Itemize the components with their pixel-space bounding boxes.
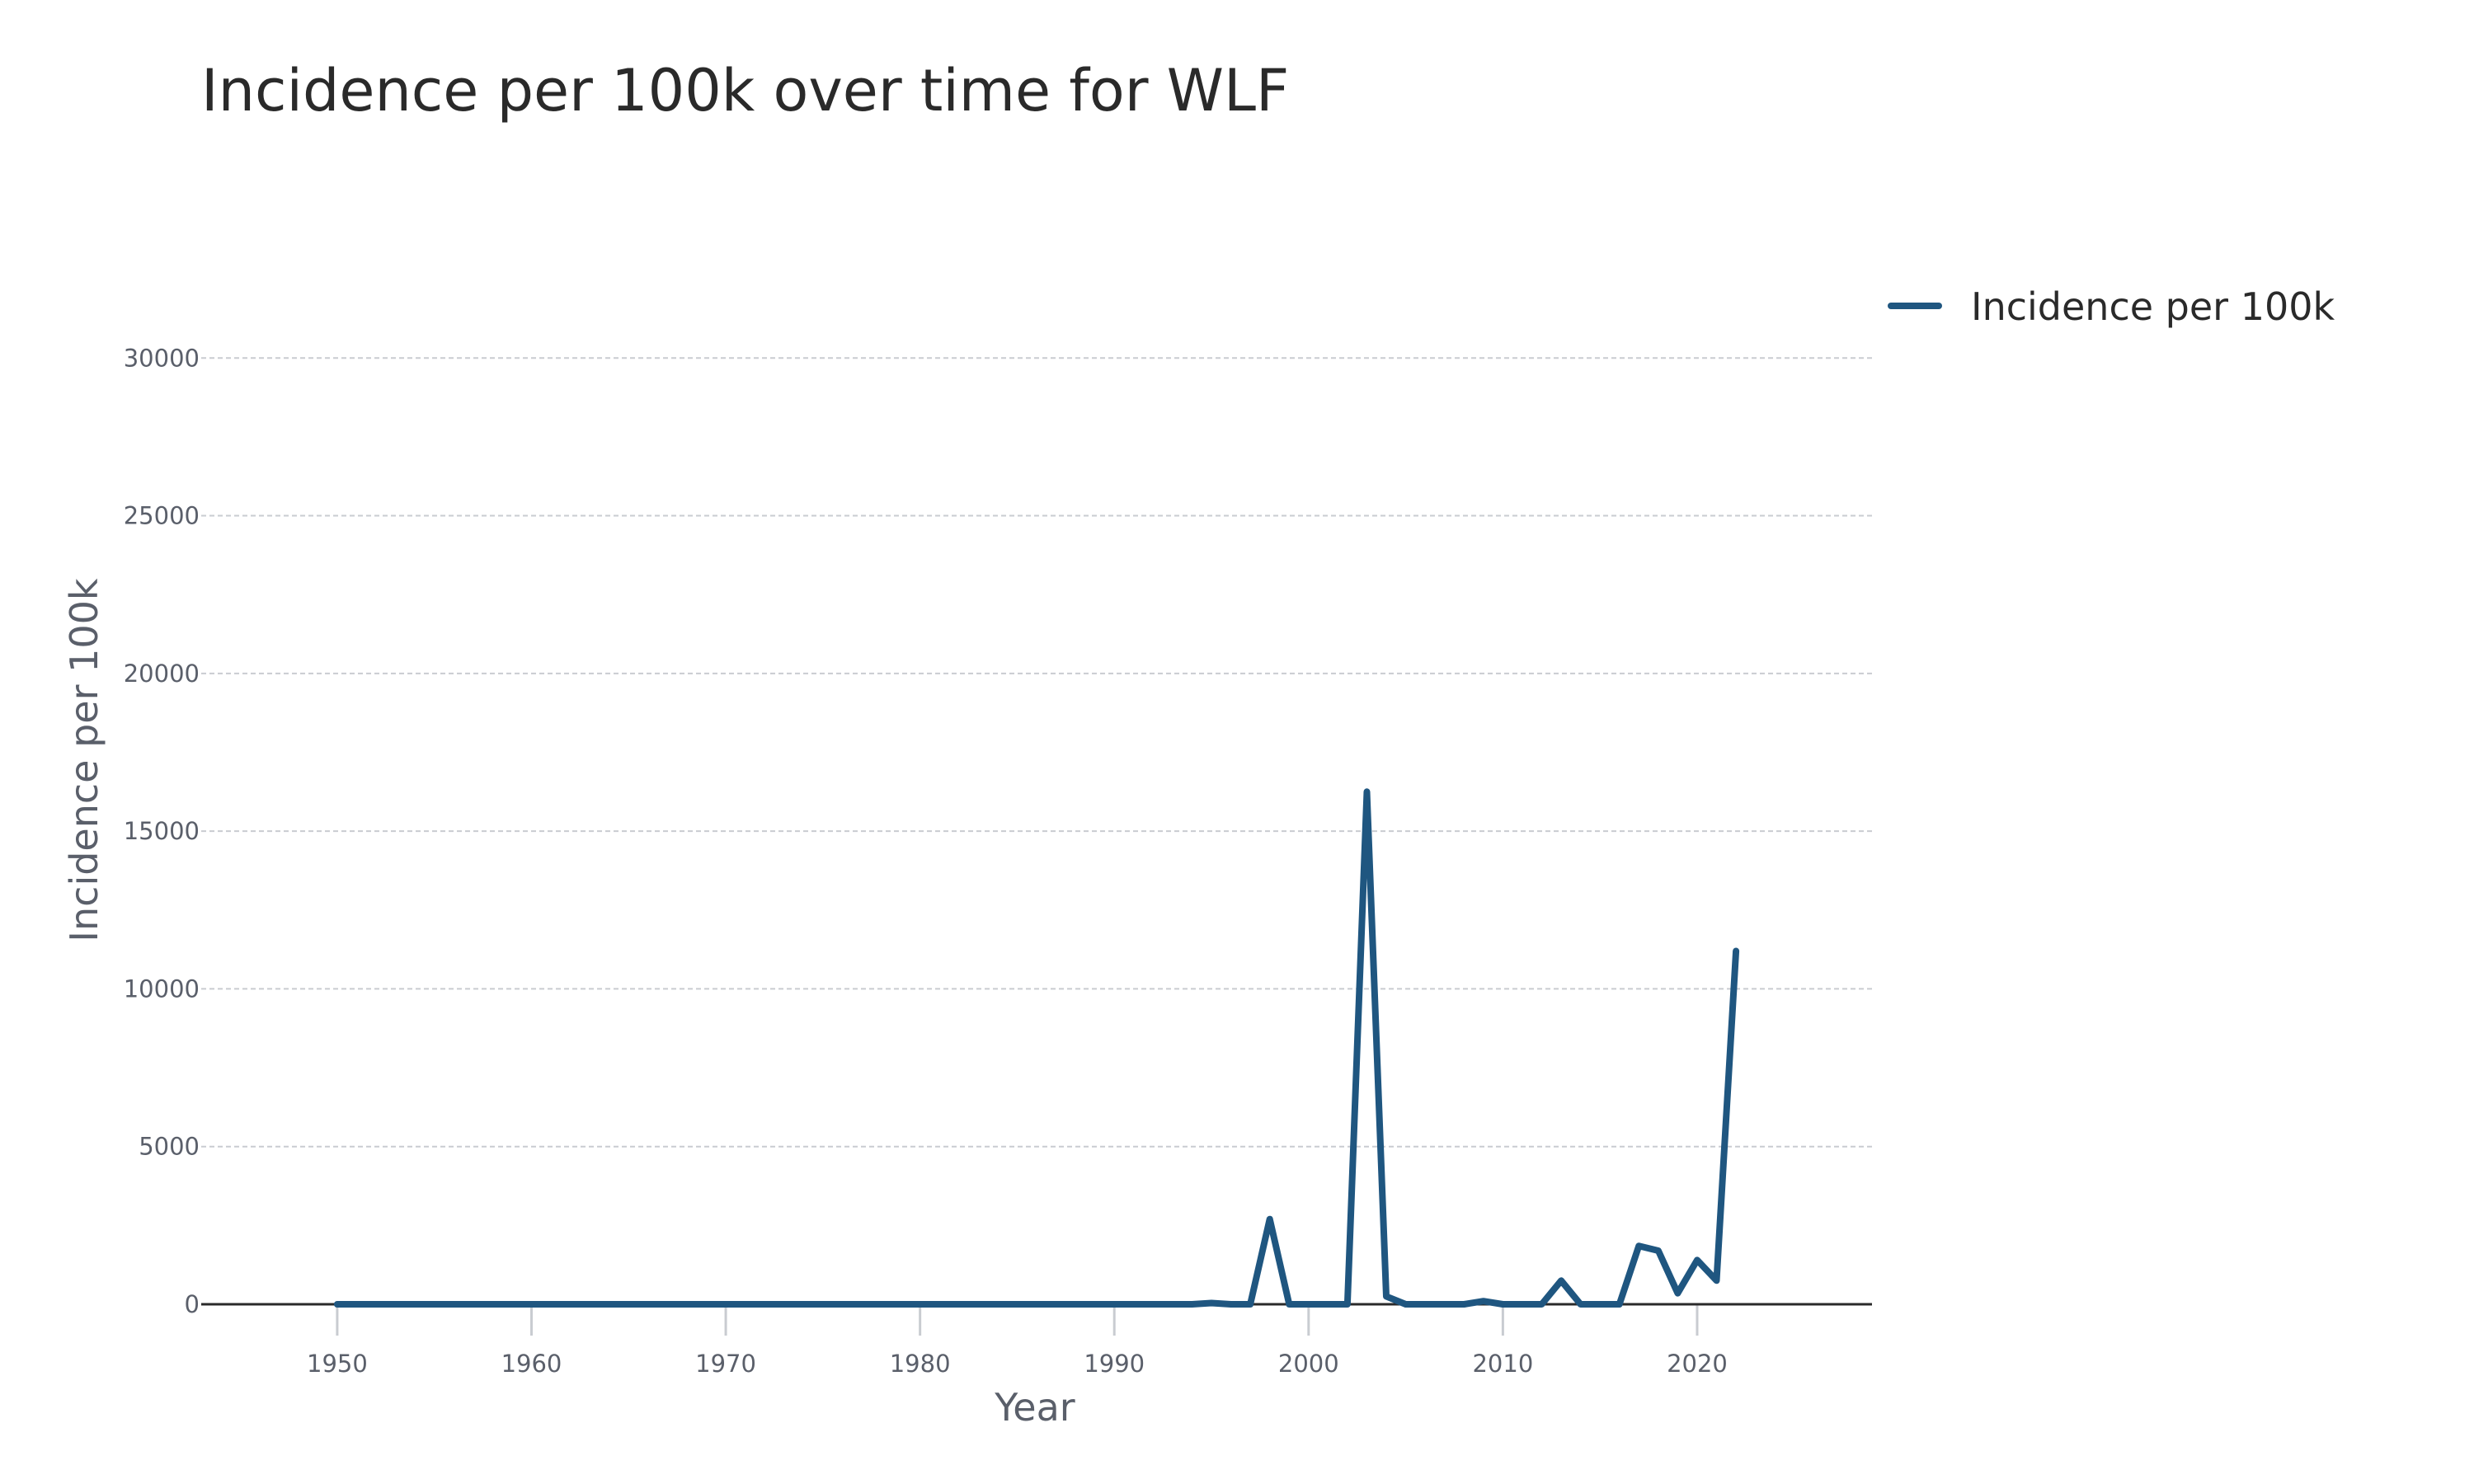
y-axis-title: Incidence per 100k	[62, 578, 106, 942]
x-tick-label: 1980	[890, 1350, 951, 1378]
x-axis-tick-marks	[336, 1304, 1699, 1336]
x-axis-tick-labels: 1950 1960 1970 1980 1990 2000 2010 2020	[307, 1350, 1728, 1378]
chart-title: Incidence per 100k over time for WLF	[201, 57, 1289, 124]
y-tick-label: 25000	[124, 502, 200, 530]
x-tick-label: 1960	[501, 1350, 562, 1378]
x-tick-label: 1990	[1084, 1350, 1145, 1378]
x-tick-label: 2010	[1472, 1350, 1533, 1378]
y-tick-label: 5000	[139, 1133, 200, 1161]
x-axis-title: Year	[994, 1385, 1075, 1430]
x-tick-label: 1950	[307, 1350, 368, 1378]
y-tick-label: 30000	[124, 344, 200, 372]
series-line[interactable]	[333, 788, 1740, 1308]
y-axis-tick-labels: 0 5000 10000 15000 20000 25000 30000	[124, 344, 200, 1318]
legend[interactable]: Incidence per 100k	[1888, 284, 2335, 329]
y-tick-label: 15000	[124, 817, 200, 845]
x-tick-label: 2000	[1278, 1350, 1339, 1378]
y-tick-label: 0	[185, 1290, 200, 1318]
x-tick-label: 2020	[1667, 1350, 1728, 1378]
y-tick-label: 20000	[124, 660, 200, 688]
legend-label: Incidence per 100k	[1971, 284, 2335, 329]
gridlines	[201, 357, 1872, 1148]
plot-series	[333, 788, 1740, 1308]
x-tick-label: 1970	[695, 1350, 756, 1378]
y-tick-label: 10000	[124, 974, 200, 1003]
